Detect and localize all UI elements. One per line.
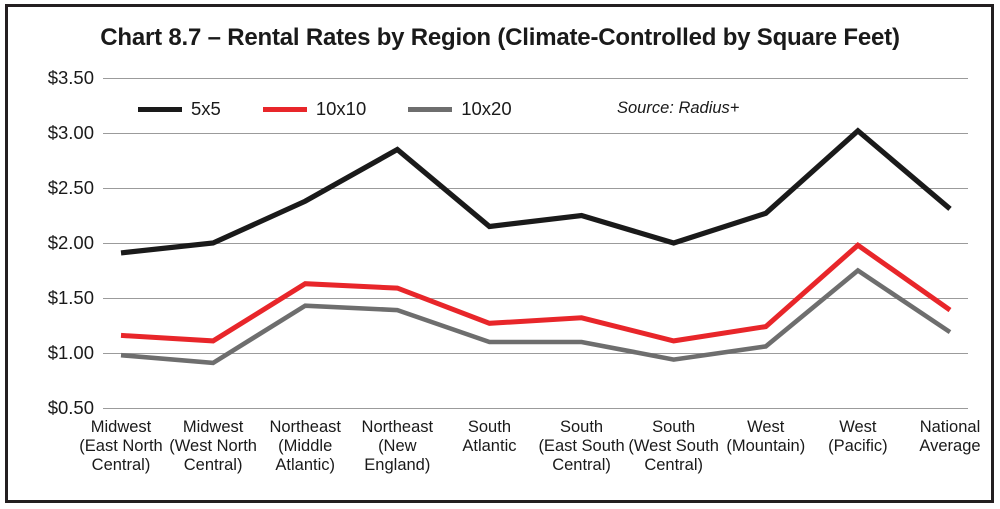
legend-item-10x10[interactable]: 10x10 [262,98,367,120]
x-axis-tick-label: National Average [891,418,1000,456]
x-axis-tick-label-line: England) [364,456,431,474]
legend-swatch-icon [262,106,307,112]
x-axis-tick-label-line: Central) [644,456,703,474]
x-axis-tick-label: Northeast (New England) [338,418,456,475]
gridline [103,353,968,354]
gridline [103,243,968,244]
x-axis-labels: Midwest (East North Central) Midwest (West N… [79,418,980,504]
series-lines [120,127,952,366]
x-axis-tick-label-line: (West North [169,437,257,455]
x-axis-tick-label-line: Midwest [182,418,244,436]
x-axis-tick-label-line: (East North [79,437,163,455]
plot-area [103,78,968,409]
legend-swatch-icon [138,106,182,112]
x-axis-tick-label-line: Northeast [269,418,341,436]
x-axis-tick-label-line: Atlantic [462,437,517,455]
gridline [103,78,968,79]
x-axis-tick-label-line: West [747,418,785,436]
legend-item-10x20[interactable]: 10x20 [408,98,512,120]
x-axis-tick-label-line: (Mountain) [726,437,806,455]
x-axis-tick-label-line: Atlantic) [275,456,336,474]
chart-border-frame [5,4,994,503]
x-axis-tick-label-line: South [652,418,696,436]
x-axis-tick-label-line: (New [378,437,417,455]
x-axis-tick-label: Midwest (East North Central) [62,418,180,475]
chart-legend: 5x5 10x10 10x20 [138,98,554,120]
series-line-10x10 [120,242,952,344]
x-axis-tick-label: South (West South Central) [615,418,733,475]
x-axis-tick-label: West (Mountain) [707,418,825,456]
legend-swatch-icon [408,106,453,112]
series-line-5x5 [120,127,952,256]
x-axis-tick-label-line: National [919,418,981,436]
legend-item-5x5[interactable]: 5x5 [138,98,221,120]
x-axis-tick-label: Midwest (West North Central) [154,418,272,475]
gridline [103,188,968,189]
x-axis-tick-label: West (Pacific) [799,418,917,456]
gridline [103,298,968,299]
x-axis-tick-label-line: (West South [628,437,719,455]
x-axis-tick-label-line: Midwest [90,418,152,436]
legend-label: 10x10 [315,98,367,119]
gridline [103,408,968,409]
x-axis-tick-label-line: Central) [183,456,243,474]
series-line-10x20 [120,267,952,366]
gridline [103,133,968,134]
x-axis-tick-label-line: (Pacific) [828,437,888,455]
legend-label: 10x20 [461,98,512,119]
x-axis-tick-label-line: Central) [91,456,151,474]
source-note: Source: Radius+ [617,99,740,117]
legend-label: 5x5 [191,98,221,119]
x-axis-tick-label: South (East South Central) [523,418,641,475]
x-axis-tick-label-line: (Middle [278,437,333,455]
x-axis-tick-label-line: South [467,418,511,436]
x-axis-tick-label: South Atlantic [430,418,548,456]
x-axis-tick-label-line: (East South [538,437,625,455]
x-axis-tick-label: Northeast (Middle Atlantic) [246,418,364,475]
x-axis-tick-label-line: Northeast [361,418,434,436]
page-title: Chart 8.7 – Rental Rates by Region (Clim… [100,24,900,51]
x-axis-tick-label-line: Average [919,437,981,455]
x-axis-tick-label-line: West [839,418,877,436]
x-axis-tick-label-line: South [559,418,604,436]
x-axis-tick-label-line: Central) [552,456,611,474]
